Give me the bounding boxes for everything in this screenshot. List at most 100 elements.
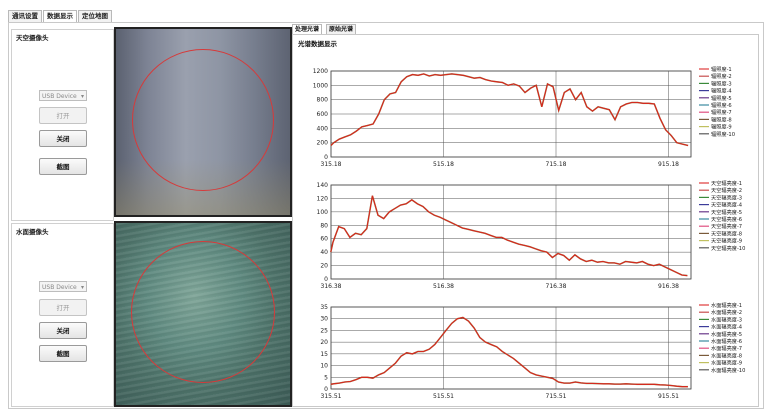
y-tick-label: 0	[324, 386, 328, 393]
legend-entry: 水面辐亮度-10	[711, 366, 745, 374]
chevron-down-icon: ▾	[80, 93, 84, 100]
legend-entry: 辐照度-6	[711, 101, 732, 109]
legend-entry: 辐照度-4	[711, 87, 732, 95]
legend-entry: 天空辐亮度-3	[711, 193, 742, 201]
legend-entry: 水面辐亮度-8	[711, 351, 742, 359]
legend-entry: 水面辐亮度-4	[711, 323, 743, 331]
x-tick-label: 715.18	[546, 161, 567, 168]
legend-entry: 水面辐亮度-9	[711, 359, 742, 367]
capture-circle	[131, 241, 275, 383]
sky-camera-feed	[114, 27, 292, 217]
legend-entry: 天空辐亮度-7	[711, 222, 742, 230]
water-open-button[interactable]: 打开	[39, 299, 87, 316]
spectrum-panel-title: 光谱数据显示	[298, 40, 337, 48]
y-tick-label: 35	[320, 304, 328, 311]
water-device-value: USB Device	[42, 284, 77, 291]
legend-entry: 水面辐亮度-2	[711, 308, 742, 316]
plot-area	[330, 306, 692, 390]
legend-entry: 天空辐亮度-8	[711, 229, 742, 237]
legend-entry: 天空辐亮度-1	[711, 179, 742, 187]
tab-processed-spectrum[interactable]: 处理光谱	[292, 24, 323, 35]
water-device-select[interactable]: USB Device ▾	[39, 281, 87, 292]
y-tick-label: 15	[320, 351, 328, 358]
legend-entry: 水面辐亮度-6	[711, 337, 742, 345]
y-tick-label: 25	[320, 327, 328, 334]
tab-data-display[interactable]: 数据显示	[43, 10, 77, 23]
x-tick-label: 916.38	[658, 283, 679, 290]
x-tick-label: 716.38	[546, 283, 567, 290]
series-line	[330, 316, 688, 388]
legend-entry: 天空辐亮度-5	[711, 208, 742, 216]
y-tick-label: 30	[320, 316, 328, 323]
y-tick-label: 40	[320, 249, 328, 256]
x-tick-label: 516.38	[433, 283, 454, 290]
legend-entry: 辐照度-5	[711, 94, 732, 102]
x-tick-label: 515.51	[433, 393, 454, 400]
y-tick-label: 800	[317, 97, 329, 104]
legend-entry: 水面辐亮度-7	[711, 344, 742, 352]
y-tick-label: 10	[320, 363, 328, 370]
water-capture-button[interactable]: 截图	[39, 345, 87, 362]
x-tick-label: 515.18	[433, 161, 454, 168]
legend-entry: 天空辐亮度-2	[711, 186, 742, 194]
y-tick-label: 600	[317, 111, 329, 118]
legend-entry: 水面辐亮度-5	[711, 330, 742, 338]
capture-circle	[132, 49, 274, 191]
legend-entry: 辐照度-9	[711, 123, 732, 131]
y-tick-label: 0	[324, 154, 328, 161]
y-tick-label: 0	[324, 276, 328, 283]
legend-entry: 水面辐亮度-3	[711, 315, 742, 323]
y-tick-label: 20	[320, 263, 328, 270]
legend-entry: 辐照度-1	[711, 65, 732, 73]
y-tick-label: 400	[317, 125, 329, 132]
y-tick-label: 120	[317, 195, 329, 202]
spectrum-area: 处理光谱 原始光谱 光谱数据显示 0 200 400 600 800 1000 1200 31…	[292, 24, 759, 407]
legend-entry: 天空辐亮度-4	[711, 201, 743, 209]
x-tick-label: 915.51	[658, 393, 679, 400]
water-camera-title: 水面摄像头	[16, 226, 49, 236]
x-tick-label: 715.51	[546, 393, 567, 400]
main-tabs: 通讯设置 数据显示 定位地图	[8, 10, 113, 23]
x-tick-label: 915.18	[658, 161, 679, 168]
spectrum-panel: 光谱数据显示 0 200 400 600 800 1000 1200 315.18 515.18…	[292, 34, 759, 407]
series-line	[330, 195, 688, 277]
chevron-down-icon: ▾	[80, 284, 84, 291]
y-tick-label: 100	[317, 209, 329, 216]
series-line	[330, 73, 689, 147]
sky-close-button[interactable]: 关闭	[39, 130, 87, 147]
x-tick-label: 315.51	[321, 393, 342, 400]
legend-entry: 辐照度-3	[711, 79, 732, 87]
y-tick-label: 200	[317, 140, 329, 147]
plot-area	[330, 184, 692, 280]
sky-capture-button[interactable]: 截图	[39, 158, 87, 175]
legend-entry: 辐照度-10	[711, 130, 735, 138]
legend-entry: 天空辐亮度-9	[711, 237, 742, 245]
water-close-button[interactable]: 关闭	[39, 322, 87, 339]
legend-entry: 天空辐亮度-10	[711, 244, 745, 252]
y-tick-label: 140	[317, 182, 329, 189]
tab-comm-settings[interactable]: 通讯设置	[8, 10, 42, 22]
y-tick-label: 5	[324, 374, 328, 381]
water-camera-feed	[114, 221, 292, 407]
y-tick-label: 80	[320, 222, 328, 229]
y-tick-label: 20	[320, 339, 328, 346]
x-tick-label: 315.18	[321, 161, 342, 168]
water-camera-group: 水面摄像头 USB Device ▾ 打开 关闭 截图	[11, 223, 114, 407]
sky-open-button[interactable]: 打开	[39, 107, 87, 124]
y-tick-label: 1000	[313, 82, 328, 89]
sky-camera-title: 天空摄像头	[16, 32, 49, 42]
legend-entry: 水面辐亮度-1	[711, 301, 742, 309]
x-tick-label: 316.38	[321, 283, 342, 290]
tab-raw-spectrum[interactable]: 原始光谱	[326, 24, 357, 35]
legend-entry: 天空辐亮度-6	[711, 215, 742, 223]
sky-device-select[interactable]: USB Device ▾	[39, 90, 87, 101]
y-tick-label: 60	[320, 236, 328, 243]
sky-camera-group: 天空摄像头 USB Device ▾ 打开 关闭 截图	[11, 29, 114, 221]
legend-entry: 辐照度-2	[711, 72, 732, 80]
legend-entry: 辐照度-8	[711, 115, 732, 123]
legend-entry: 辐照度-7	[711, 108, 732, 116]
sky-device-value: USB Device	[42, 93, 77, 100]
tab-location-map[interactable]: 定位地图	[78, 10, 112, 22]
y-tick-label: 1200	[313, 68, 328, 75]
